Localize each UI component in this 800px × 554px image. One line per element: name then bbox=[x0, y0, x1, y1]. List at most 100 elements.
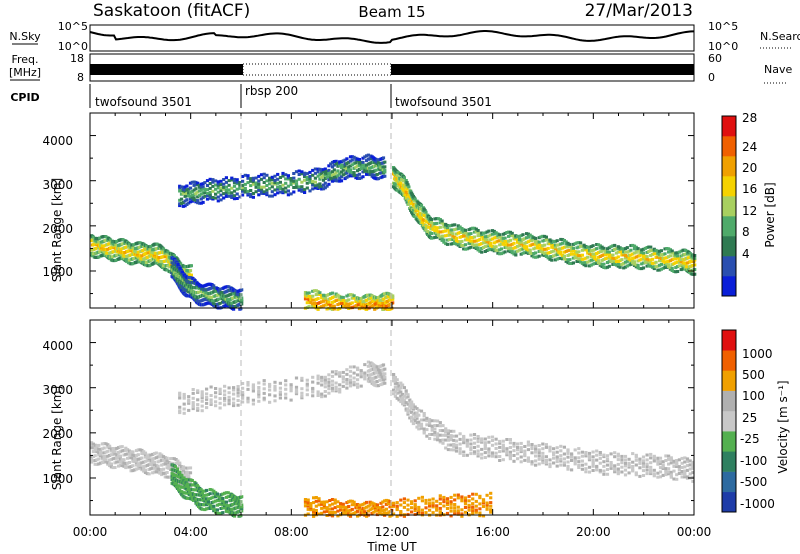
velocity-cell bbox=[187, 398, 191, 402]
velocity-cell bbox=[330, 386, 335, 390]
velocity-cell bbox=[469, 446, 473, 450]
power-cell bbox=[465, 238, 469, 242]
power-cell bbox=[559, 252, 563, 256]
velocity-cell bbox=[649, 452, 653, 456]
power-cell bbox=[359, 164, 363, 168]
power-cell bbox=[343, 164, 347, 168]
power-cell bbox=[201, 200, 205, 204]
power-cell bbox=[240, 288, 244, 292]
velocity-cell bbox=[680, 471, 684, 475]
velocity-cell bbox=[289, 383, 293, 387]
velocity-cell bbox=[363, 371, 367, 375]
power-cell bbox=[530, 252, 534, 255]
power-cell bbox=[395, 188, 399, 192]
velocity-cell bbox=[179, 483, 184, 486]
power-cell bbox=[188, 190, 193, 194]
power-cell bbox=[471, 239, 475, 243]
velocity-cell bbox=[580, 454, 584, 458]
velocity-cell bbox=[562, 461, 566, 465]
power-cell bbox=[643, 256, 647, 260]
power-cell bbox=[485, 230, 489, 234]
velocity-cell bbox=[178, 461, 182, 465]
power-cell bbox=[548, 238, 552, 242]
velocity-cell bbox=[664, 473, 668, 477]
power-cell bbox=[620, 262, 624, 266]
power-cell bbox=[584, 261, 588, 265]
power-cell bbox=[257, 182, 261, 186]
power-cell bbox=[284, 186, 288, 190]
power-cell bbox=[323, 296, 327, 300]
velocity-cell bbox=[113, 450, 117, 454]
velocity-cell bbox=[350, 512, 354, 516]
velocity-cell bbox=[91, 446, 95, 450]
power-cell bbox=[188, 181, 193, 185]
power-cell bbox=[338, 172, 342, 176]
power-cell bbox=[262, 185, 266, 189]
power-cell bbox=[564, 259, 568, 263]
power-cell bbox=[190, 180, 194, 184]
power-cell bbox=[350, 172, 354, 176]
power-cell bbox=[158, 251, 162, 255]
power-cell bbox=[458, 243, 462, 247]
power-cell bbox=[650, 261, 655, 265]
power-cell bbox=[570, 262, 574, 265]
velocity-cell bbox=[129, 469, 133, 473]
power-cell bbox=[550, 241, 554, 245]
power-cell bbox=[435, 235, 439, 239]
power-cell bbox=[230, 191, 234, 195]
velocity-cell bbox=[422, 412, 426, 415]
velocity-cell bbox=[566, 451, 570, 455]
power-cell bbox=[691, 263, 695, 267]
velocity-cell bbox=[108, 453, 112, 457]
velocity-cell bbox=[226, 495, 230, 499]
power-cell bbox=[436, 232, 441, 236]
velocity-cell bbox=[325, 500, 329, 504]
velocity-cell bbox=[303, 501, 308, 505]
power-cell bbox=[332, 163, 336, 167]
power-cell bbox=[330, 173, 335, 177]
velocity-cell bbox=[215, 508, 219, 512]
power-cell bbox=[528, 251, 532, 255]
velocity-cell bbox=[566, 464, 570, 468]
velocity-cell bbox=[234, 506, 238, 510]
power-cell bbox=[205, 188, 210, 192]
velocity-cell bbox=[508, 455, 512, 459]
velocity-cell bbox=[223, 491, 227, 495]
power-cell bbox=[332, 177, 336, 181]
power-cell bbox=[674, 251, 678, 255]
velocity-cell bbox=[118, 459, 122, 462]
velocity-cell bbox=[526, 456, 530, 460]
power-cell bbox=[348, 174, 353, 178]
power-cell bbox=[438, 235, 442, 239]
velocity-cell bbox=[417, 423, 421, 427]
velocity-cell bbox=[136, 448, 140, 452]
power-cell bbox=[311, 294, 315, 298]
power-cell bbox=[325, 172, 329, 175]
velocity-cell bbox=[142, 465, 146, 469]
power-cell bbox=[354, 165, 358, 169]
velocity-cell bbox=[306, 507, 310, 511]
power-cell bbox=[677, 257, 681, 261]
power-cell bbox=[589, 245, 593, 249]
velocity-cell bbox=[214, 404, 218, 408]
velocity-cell bbox=[317, 497, 321, 501]
power-cell bbox=[489, 244, 493, 247]
velocity-cell bbox=[320, 375, 324, 379]
velocity-cell bbox=[438, 433, 442, 437]
velocity-cell bbox=[526, 448, 530, 452]
power-cell bbox=[467, 228, 471, 232]
power-cell bbox=[631, 252, 635, 256]
velocity-cell bbox=[680, 470, 684, 473]
power-cell bbox=[453, 235, 457, 239]
power-cell bbox=[480, 242, 484, 246]
velocity-cell bbox=[241, 393, 245, 397]
velocity-cell bbox=[587, 458, 592, 462]
velocity-cell bbox=[559, 459, 563, 463]
velocity-cell bbox=[152, 460, 157, 464]
velocity-cell bbox=[210, 504, 214, 508]
power-cell bbox=[216, 186, 220, 190]
power-cell bbox=[273, 178, 277, 182]
power-cell bbox=[406, 183, 410, 187]
velocity-cell bbox=[591, 458, 595, 462]
velocity-cell bbox=[178, 393, 182, 397]
